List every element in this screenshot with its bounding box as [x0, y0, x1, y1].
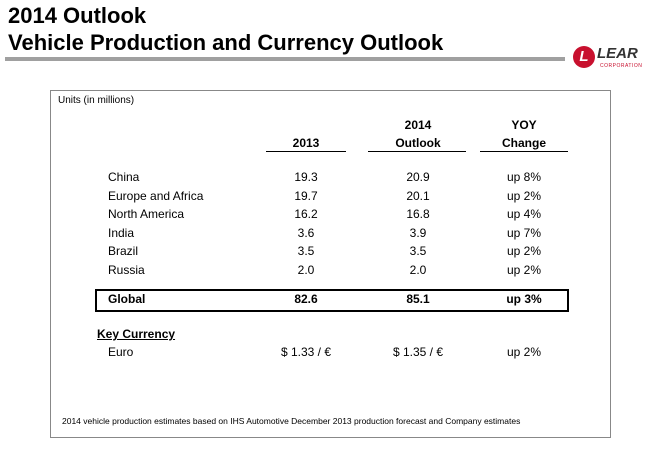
column-header: 2014 — [404, 118, 432, 132]
row-label: Brazil — [108, 244, 139, 259]
row-value: up 2% — [506, 188, 542, 203]
title-line2: Vehicle Production and Currency Outlook — [8, 30, 444, 55]
units-label: Units (in millions) — [58, 95, 135, 106]
row-value: up 8% — [506, 170, 542, 184]
currency-row-value: $ 1.35 / € — [392, 345, 444, 359]
total-value: 85.1 — [406, 292, 430, 306]
currency-heading: Key Currency — [97, 327, 176, 341]
column-header: Outlook — [395, 136, 441, 150]
row-value: up 7% — [506, 225, 542, 240]
row-value: 2.0 — [409, 263, 427, 277]
row-value: 3.5 — [409, 244, 427, 259]
column-header: Change — [501, 136, 547, 150]
logo-mark: L — [573, 46, 595, 68]
row-label: Europe and Africa — [108, 188, 204, 203]
logo-name: LEAR — [597, 45, 638, 62]
title-line1: 2014 Outlook — [8, 3, 147, 28]
row-value: 19.7 — [294, 188, 318, 203]
row-value: 20.1 — [406, 188, 430, 203]
header-underline — [266, 151, 346, 152]
footnote: 2014 vehicle production estimates based … — [62, 416, 521, 426]
total-value: up 3% — [506, 292, 542, 306]
row-value: 19.3 — [294, 170, 318, 184]
row-value: up 2% — [506, 244, 542, 259]
row-value: 3.9 — [409, 225, 427, 240]
column-header: YOY — [511, 118, 537, 132]
row-value: up 4% — [506, 207, 542, 222]
row-value: 3.5 — [297, 244, 315, 259]
logo-subtitle: CORPORATION — [600, 63, 643, 69]
total-box — [95, 289, 569, 312]
total-label: Global — [108, 292, 146, 306]
header-underline — [480, 151, 568, 152]
row-label: North America — [108, 207, 185, 222]
row-value: 20.9 — [406, 170, 430, 184]
row-value: 16.2 — [294, 207, 318, 222]
row-label: India — [108, 225, 135, 240]
content-box — [50, 90, 611, 438]
currency-row-label: Euro — [108, 345, 134, 359]
currency-row-value: up 2% — [506, 345, 542, 359]
row-value: 2.0 — [297, 263, 315, 277]
header-underline — [368, 151, 466, 152]
row-label: Russia — [108, 263, 145, 277]
column-header: 2013 — [292, 136, 320, 150]
row-value: up 2% — [506, 263, 542, 277]
row-value: 16.8 — [406, 207, 430, 222]
row-label: China — [108, 170, 140, 184]
title-rule — [5, 57, 565, 61]
total-value: 82.6 — [294, 292, 318, 306]
currency-row-value: $ 1.33 / € — [280, 345, 332, 359]
row-value: 3.6 — [297, 225, 315, 240]
